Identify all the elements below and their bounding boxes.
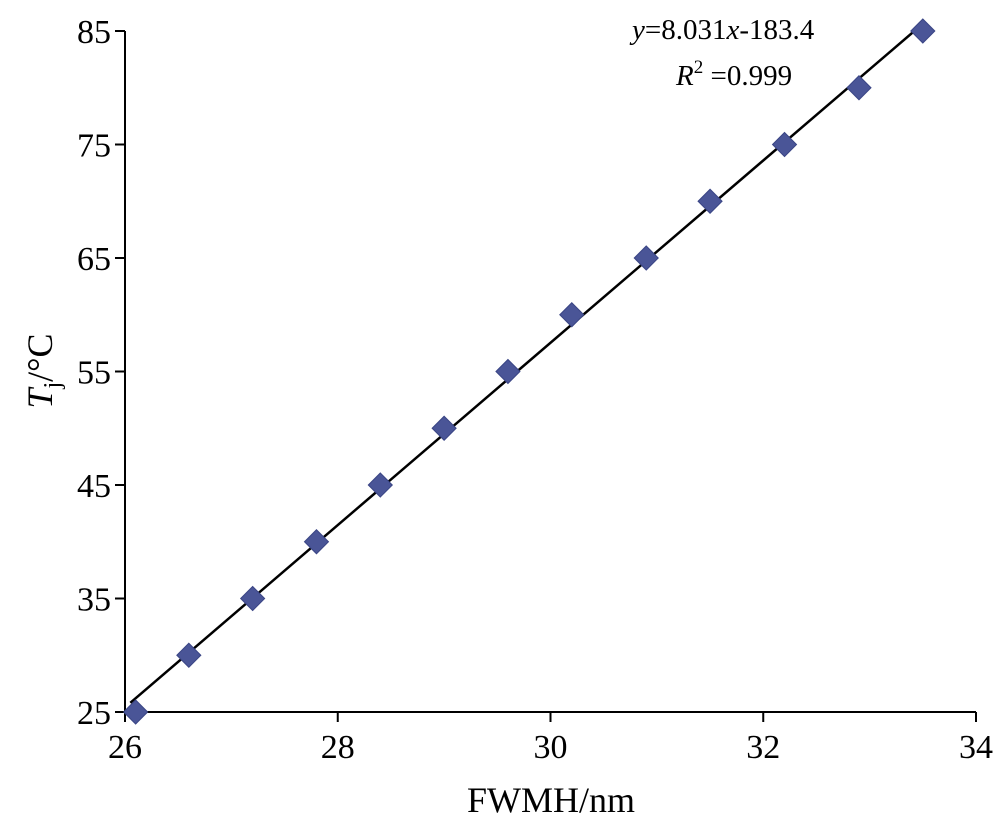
- y-tick-label: 75: [77, 128, 111, 165]
- y-axis-title-subscript: j: [40, 382, 66, 390]
- equation-middle: =8.031: [645, 14, 727, 46]
- y-tick-label: 35: [77, 582, 111, 619]
- x-tick-label: 26: [108, 729, 142, 766]
- x-tick-label: 30: [534, 729, 568, 766]
- data-points: [122, 18, 936, 725]
- x-axis-title: FWMH/nm: [467, 780, 635, 820]
- data-point-marker: [697, 188, 723, 214]
- data-point-marker: [176, 642, 202, 668]
- fit-line: [129, 22, 924, 704]
- data-point-marker: [495, 358, 521, 385]
- y-tick-label: 45: [77, 468, 111, 505]
- y-tick-label: 85: [77, 14, 111, 51]
- data-point-marker: [559, 302, 585, 328]
- equation-annotation: y=8.031x-183.4: [629, 14, 815, 46]
- r-squared-power: 2: [694, 57, 704, 78]
- data-point-marker: [910, 18, 936, 44]
- ticks: 26 28 30 32 34 25 35 45 55 65 75 85: [77, 14, 993, 766]
- data-point-marker: [431, 415, 457, 441]
- chart-annotations: y=8.031x-183.4 R2 =0.999: [629, 14, 815, 92]
- equation-tail: -183.4: [739, 14, 814, 46]
- x-tick-label: 28: [321, 729, 355, 766]
- data-point-marker: [633, 245, 659, 271]
- data-point-marker: [239, 585, 266, 612]
- r-squared-value: =0.999: [703, 60, 792, 92]
- y-axis-title: Tj/°C: [20, 333, 66, 408]
- x-tick-label: 34: [959, 729, 993, 766]
- data-point-marker: [303, 529, 330, 555]
- r-squared-annotation: R2 =0.999: [675, 57, 792, 92]
- data-point-marker: [846, 75, 872, 101]
- data-point-marker: [122, 699, 149, 725]
- data-point-marker: [771, 131, 798, 158]
- y-axis-title-unit: /°C: [20, 333, 60, 381]
- data-point-marker: [367, 472, 394, 498]
- y-tick-label: 25: [77, 695, 111, 732]
- equation-y-var: y: [629, 14, 645, 46]
- x-tick-label: 32: [746, 729, 780, 766]
- y-axis-title-symbol: T: [20, 386, 60, 409]
- fit-line-group: [129, 22, 924, 704]
- r-squared-symbol: R: [675, 60, 694, 92]
- y-tick-label: 55: [77, 355, 111, 392]
- y-tick-label: 65: [77, 241, 111, 278]
- equation-x-var: x: [725, 14, 739, 46]
